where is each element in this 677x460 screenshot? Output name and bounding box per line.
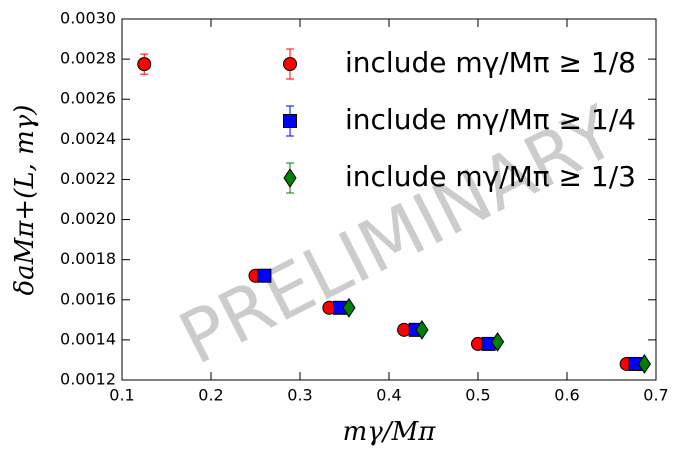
legend-marker	[283, 57, 297, 71]
legend-label: include mγ/Mπ ≥ 1/4	[345, 103, 636, 136]
x-tick-label: 0.1	[109, 386, 134, 405]
x-tick-label: 0.3	[287, 386, 312, 405]
point	[257, 268, 272, 283]
y-tick-label: 0.0012	[60, 370, 116, 389]
y-tick-label: 0.0026	[60, 89, 116, 108]
x-tick-label: 0.5	[465, 386, 490, 405]
legend-label: include mγ/Mπ ≥ 1/3	[345, 160, 636, 193]
point	[397, 322, 412, 337]
x-tick-label: 0.2	[198, 386, 223, 405]
y-axis-label: δaMπ+(L, mγ)	[10, 105, 40, 296]
x-tick-label: 0.4	[376, 386, 401, 405]
x-tick-label: 0.7	[643, 386, 668, 405]
legend-marker	[283, 114, 297, 128]
y-tick-label: 0.0014	[60, 329, 116, 348]
y-tick-label: 0.0028	[60, 49, 116, 68]
x-axis-label: mγ/Mπ	[343, 417, 437, 447]
point	[137, 57, 152, 72]
legend-marker	[283, 168, 297, 188]
y-tick-label: 0.0024	[60, 129, 116, 148]
point	[342, 297, 356, 318]
y-tick-label: 0.0030	[60, 9, 116, 28]
point	[415, 319, 429, 340]
y-tick-label: 0.0020	[60, 209, 116, 228]
legend-label: include mγ/Mπ ≥ 1/8	[345, 46, 636, 79]
y-tick-label: 0.0022	[60, 169, 116, 188]
y-tick-label: 0.0018	[60, 249, 116, 268]
point	[490, 331, 505, 352]
y-tick-label: 0.0016	[60, 289, 116, 308]
point	[637, 354, 652, 374]
x-tick-label: 0.6	[554, 386, 579, 405]
